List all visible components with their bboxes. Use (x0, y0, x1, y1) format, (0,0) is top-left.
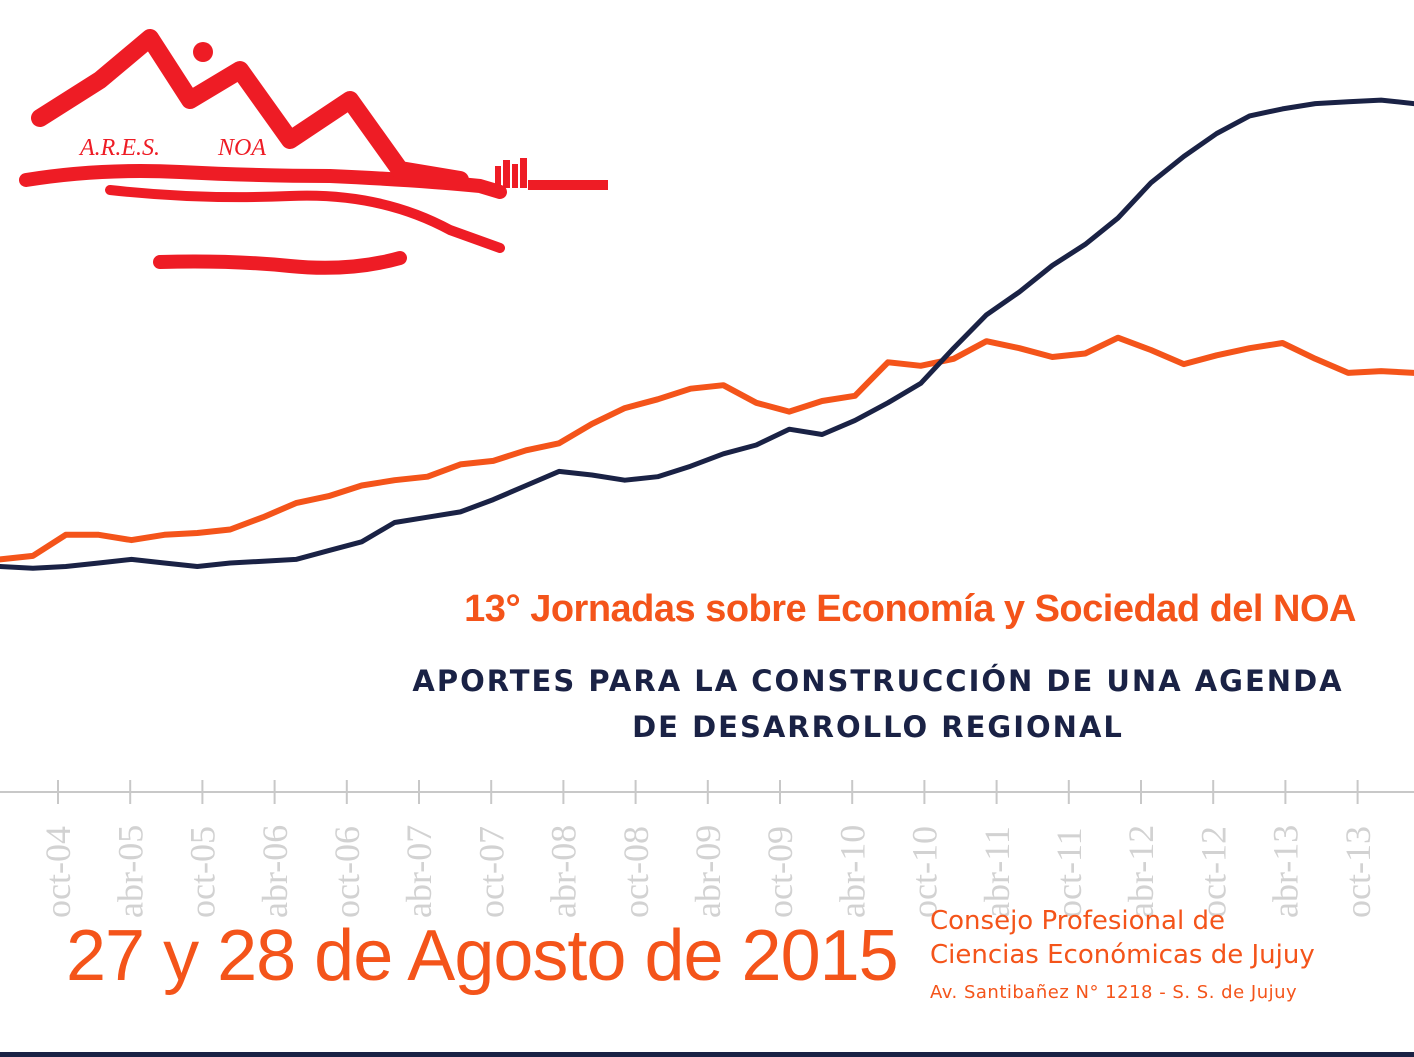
x-tick-label: oct-06 (327, 826, 367, 918)
x-tick-label: abr-07 (399, 825, 439, 918)
event-title: 13° Jornadas sobre Economía y Sociedad d… (464, 588, 1356, 630)
x-tick-label: oct-08 (616, 826, 656, 918)
organizer-line2: Ciencias Económicas de Jujuy (930, 940, 1315, 970)
x-tick-label: oct-11 (1049, 827, 1089, 918)
logo-text-noa: NOA (217, 135, 266, 161)
x-tick-label: abr-10 (832, 825, 872, 918)
event-dates: 27 y 28 de Agosto de 2015 (66, 916, 899, 996)
x-tick-label: abr-12 (1121, 825, 1161, 918)
x-tick-label: oct-04 (38, 826, 78, 918)
series-line-navy (0, 97, 1414, 571)
series-line-orange (0, 334, 1414, 563)
x-tick-label: oct-13 (1338, 826, 1378, 918)
ares-noa-logo: A.R.E.S. NOA (19, 29, 608, 275)
x-tick-label: oct-10 (905, 826, 945, 918)
x-tick-label: abr-04 (0, 825, 6, 918)
event-subtitle-line2: DE DESARROLLO REGIONAL (632, 710, 1124, 744)
bottom-bar (0, 1052, 1414, 1057)
x-tick-label: abr-13 (1266, 825, 1306, 918)
x-tick-label: abr-09 (688, 825, 728, 918)
x-tick-label: oct-05 (183, 826, 223, 918)
x-tick-label: oct-07 (471, 826, 511, 918)
x-axis: abr-04 oct-04 abr-05 oct-05 abr-06 oct-06 abr-… (0, 780, 1414, 918)
organizer-address: Av. Santibañez N° 1218 - S. S. de Jujuy (930, 982, 1298, 1003)
series-lines (0, 97, 1414, 571)
x-tick-label: oct-09 (760, 826, 800, 918)
x-tick-label: abr-08 (544, 825, 584, 918)
x-tick-label: oct-12 (1193, 826, 1233, 918)
logo-text-ares: A.R.E.S. (78, 135, 160, 161)
x-tick-label: abr-05 (110, 825, 150, 918)
event-subtitle-line1: APORTES PARA LA CONSTRUCCIÓN DE UNA AGEN… (412, 664, 1344, 698)
x-tick-label: abr-11 (977, 826, 1017, 918)
organizer-line1: Consejo Profesional de (930, 906, 1225, 936)
x-tick-label: abr-06 (255, 825, 295, 918)
